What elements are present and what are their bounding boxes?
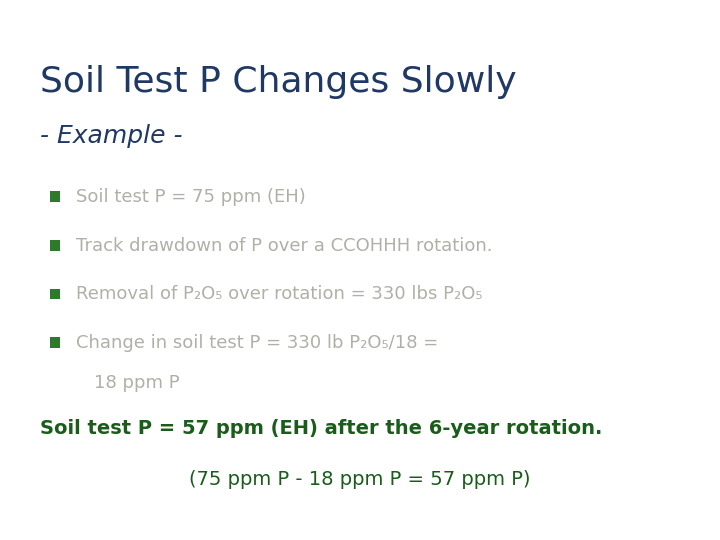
Text: Soil Test P Changes Slowly: Soil Test P Changes Slowly xyxy=(40,65,516,99)
Text: - Example -: - Example - xyxy=(40,124,182,148)
Text: Soil test P = 57 ppm (EH) after the 6-year rotation.: Soil test P = 57 ppm (EH) after the 6-ye… xyxy=(40,418,602,437)
Text: Change in soil test P = 330 lb P₂O₅/18 =: Change in soil test P = 330 lb P₂O₅/18 = xyxy=(76,334,438,352)
Text: 18 ppm P: 18 ppm P xyxy=(94,374,179,393)
Text: (75 ppm P - 18 ppm P = 57 ppm P): (75 ppm P - 18 ppm P = 57 ppm P) xyxy=(189,470,531,489)
Text: Removal of P₂O₅ over rotation = 330 lbs P₂O₅: Removal of P₂O₅ over rotation = 330 lbs … xyxy=(76,285,482,303)
Text: Track drawdown of P over a CCOHHH rotation.: Track drawdown of P over a CCOHHH rotati… xyxy=(76,237,492,255)
Bar xyxy=(50,337,60,348)
Bar xyxy=(50,240,60,251)
Text: Soil test P = 75 ppm (EH): Soil test P = 75 ppm (EH) xyxy=(76,188,305,206)
Bar xyxy=(50,191,60,202)
Bar xyxy=(50,288,60,299)
